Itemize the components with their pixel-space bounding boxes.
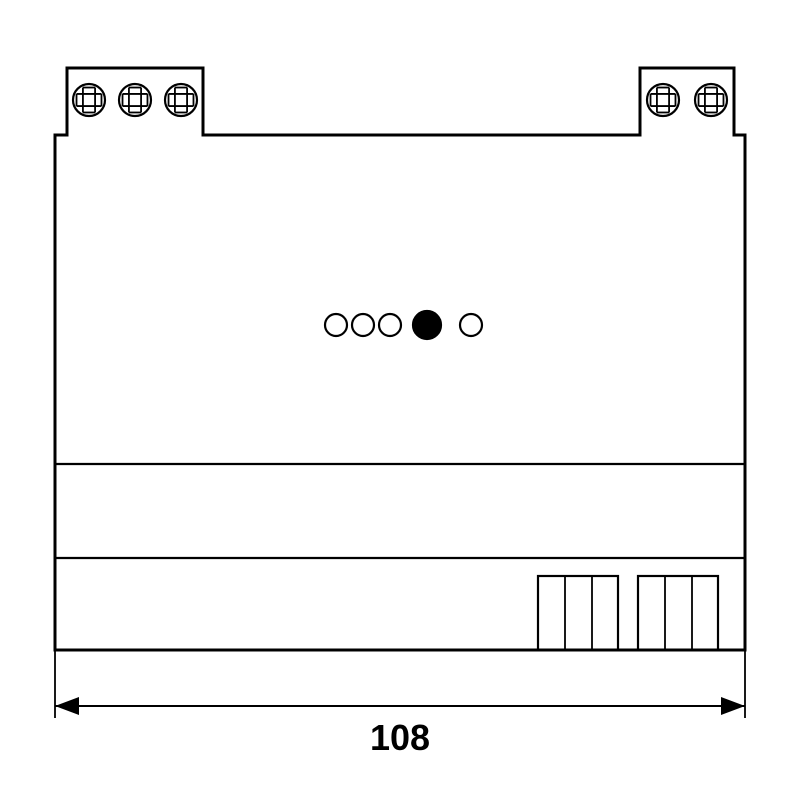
indicator-led-row <box>325 311 482 339</box>
dimension-value: 108 <box>370 717 430 758</box>
terminal-block-left <box>67 68 203 135</box>
arrow-left-icon <box>55 697 79 715</box>
device-body <box>55 135 745 650</box>
led-icon <box>460 314 482 336</box>
connector-slot-group <box>638 576 718 650</box>
led-active-icon <box>413 311 441 339</box>
led-icon <box>379 314 401 336</box>
led-icon <box>325 314 347 336</box>
connector-slot-group <box>538 576 618 650</box>
dimension-width: 108 <box>55 650 745 758</box>
terminal-block-right <box>640 68 734 135</box>
technical-drawing: 108 <box>0 0 800 800</box>
arrow-right-icon <box>721 697 745 715</box>
led-icon <box>352 314 374 336</box>
